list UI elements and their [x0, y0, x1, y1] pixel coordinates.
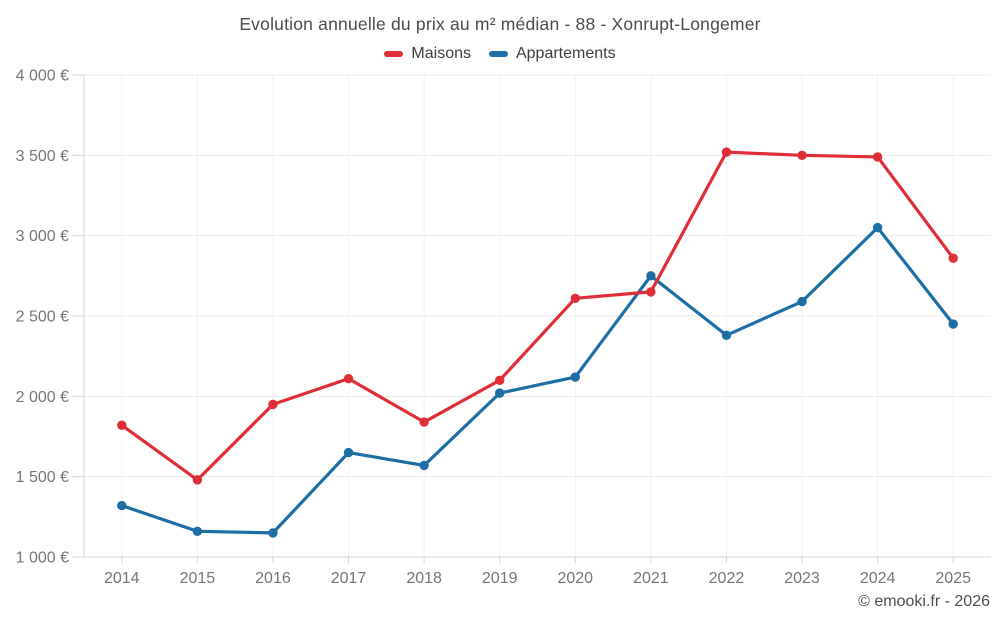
- y-axis-tick-label: 2 000 €: [16, 389, 69, 406]
- point-appartements-2018[interactable]: [419, 460, 429, 471]
- point-maisons-2014[interactable]: [117, 420, 127, 430]
- x-axis-tick-label: 2014: [104, 570, 140, 587]
- y-axis-tick-label: 4 000 €: [16, 68, 69, 85]
- credit-text: © emooki.fr - 2026: [858, 593, 990, 610]
- y-axis-tick-label: 1 000 €: [16, 550, 69, 567]
- grid-and-axes: 1 000 € 1 500 € 2 000 € 2 500 € 3 000 € 3 500…: [16, 68, 991, 587]
- series-appartements: [117, 222, 958, 538]
- point-appartements-2021[interactable]: [646, 271, 656, 281]
- point-appartements-2017[interactable]: [343, 447, 354, 458]
- y-axis-tick-label: 1 500 €: [16, 469, 69, 486]
- legend-item-appartements[interactable]: Appartements: [488, 45, 616, 63]
- point-appartements-2025[interactable]: [948, 319, 958, 329]
- chart-title: Evolution annuelle du prix au m² médian …: [239, 14, 761, 34]
- legend-label-appartements: Appartements: [515, 45, 616, 62]
- point-maisons-2017[interactable]: [343, 373, 354, 384]
- legend-item-maisons[interactable]: Maisons: [384, 45, 471, 63]
- point-maisons-2021[interactable]: [646, 287, 656, 297]
- point-maisons-2022[interactable]: [721, 147, 732, 157]
- maisons-line: [120, 150, 955, 482]
- point-appartements-2022[interactable]: [721, 330, 732, 340]
- point-maisons-2019[interactable]: [495, 375, 505, 385]
- maisons-series-swatch-icon: [384, 51, 404, 57]
- x-axis-tick-label: 2022: [709, 570, 745, 587]
- x-axis-tick-label: 2021: [633, 570, 669, 587]
- point-appartements-2023[interactable]: [797, 296, 807, 307]
- point-appartements-2014[interactable]: [117, 500, 127, 511]
- appartements-series-swatch-icon: [488, 51, 508, 57]
- point-appartements-2016[interactable]: [268, 528, 278, 538]
- x-axis-tick-label: 2024: [860, 570, 896, 587]
- x-axis-tick-label: 2025: [935, 570, 971, 587]
- x-axis-tick-label: 2020: [557, 570, 593, 587]
- x-axis-tick-label: 2016: [255, 570, 291, 587]
- x-axis-tick-label: 2023: [784, 570, 820, 587]
- x-axis-tick-label: 2019: [482, 570, 518, 587]
- x-axis-tick-label: 2015: [180, 570, 216, 587]
- y-axis-tick-label: 2 500 €: [16, 309, 69, 326]
- point-appartements-2019[interactable]: [495, 388, 505, 398]
- point-appartements-2020[interactable]: [570, 372, 580, 382]
- point-maisons-2016[interactable]: [268, 399, 278, 410]
- chart-legend: Maisons Appartements: [0, 45, 1000, 63]
- legend-label-maisons: Maisons: [411, 45, 471, 62]
- appartements-line: [120, 226, 955, 535]
- series-maisons: [117, 147, 958, 485]
- point-maisons-2020[interactable]: [570, 293, 580, 304]
- point-maisons-2023[interactable]: [797, 150, 807, 161]
- y-axis-tick-label: 3 500 €: [16, 148, 69, 165]
- point-maisons-2025[interactable]: [948, 253, 958, 263]
- point-maisons-2024[interactable]: [872, 152, 883, 162]
- x-axis-tick-label: 2017: [331, 570, 367, 587]
- point-maisons-2018[interactable]: [419, 417, 429, 427]
- x-axis-tick-label: 2018: [406, 570, 442, 587]
- point-appartements-2024[interactable]: [872, 222, 883, 233]
- point-maisons-2015[interactable]: [192, 475, 203, 485]
- point-appartements-2015[interactable]: [192, 526, 203, 536]
- y-axis-tick-label: 3 000 €: [16, 228, 69, 245]
